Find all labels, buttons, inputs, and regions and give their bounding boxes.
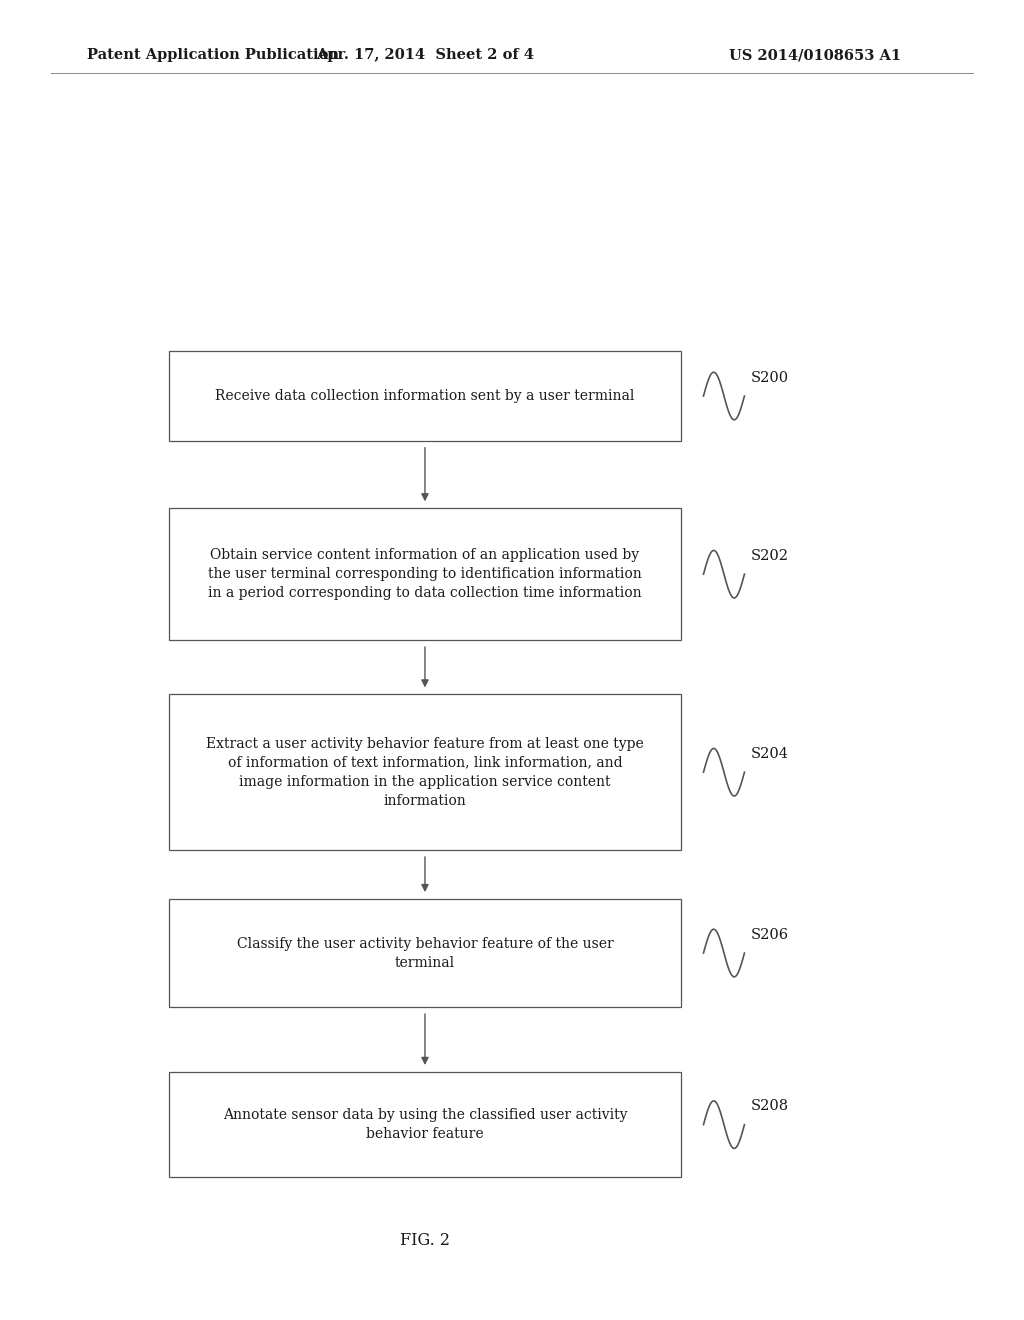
Text: S202: S202 — [751, 549, 788, 562]
Text: S206: S206 — [751, 928, 788, 941]
Text: FIG. 2: FIG. 2 — [400, 1233, 450, 1249]
Bar — [169, 694, 681, 850]
Text: Patent Application Publication: Patent Application Publication — [87, 49, 339, 62]
Text: Annotate sensor data by using the classified user activity
behavior feature: Annotate sensor data by using the classi… — [222, 1109, 628, 1140]
Text: Obtain service content information of an application used by
the user terminal c: Obtain service content information of an… — [208, 548, 642, 601]
Text: Classify the user activity behavior feature of the user
terminal: Classify the user activity behavior feat… — [237, 937, 613, 969]
Text: US 2014/0108653 A1: US 2014/0108653 A1 — [729, 49, 901, 62]
Text: S208: S208 — [751, 1100, 788, 1113]
Text: S200: S200 — [751, 371, 788, 384]
Bar — [169, 351, 681, 441]
Bar — [169, 508, 681, 640]
Bar — [169, 899, 681, 1007]
Text: S204: S204 — [751, 747, 788, 760]
Bar — [169, 1072, 681, 1177]
Text: Extract a user activity behavior feature from at least one type
of information o: Extract a user activity behavior feature… — [206, 737, 644, 808]
Text: Receive data collection information sent by a user terminal: Receive data collection information sent… — [215, 389, 635, 403]
Text: Apr. 17, 2014  Sheet 2 of 4: Apr. 17, 2014 Sheet 2 of 4 — [316, 49, 534, 62]
